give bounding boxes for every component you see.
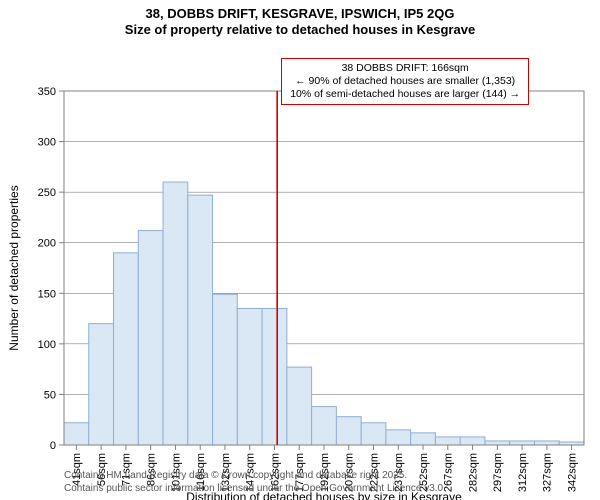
histogram-chart: 05010015020025030035041sqm56sqm71sqm86sq… — [0, 39, 600, 500]
chart-container: 38, DOBBS DRIFT, KESGRAVE, IPSWICH, IP5 … — [0, 0, 600, 500]
bar — [386, 429, 411, 444]
bar — [485, 440, 510, 444]
svg-text:100: 100 — [38, 338, 56, 350]
title-block: 38, DOBBS DRIFT, KESGRAVE, IPSWICH, IP5 … — [0, 0, 600, 39]
bar — [361, 422, 386, 444]
bar — [336, 416, 361, 444]
bar — [213, 294, 238, 445]
marker-callout: 38 DOBBS DRIFT: 166sqm ← 90% of detached… — [281, 58, 529, 105]
bar — [287, 367, 312, 445]
bar — [138, 230, 163, 444]
bar — [262, 308, 287, 445]
callout-line-3: 10% of semi-detached houses are larger (… — [290, 88, 520, 101]
attribution-footer: Contains HM Land Registry data © Crown c… — [64, 470, 584, 495]
svg-text:150: 150 — [38, 288, 56, 300]
footer-line-1: Contains HM Land Registry data © Crown c… — [64, 470, 584, 483]
bar — [188, 195, 213, 445]
bar — [163, 182, 188, 445]
bar — [460, 436, 485, 444]
bar — [237, 308, 262, 445]
footer-line-2: Contains public sector information licen… — [64, 483, 584, 496]
svg-text:250: 250 — [38, 187, 56, 199]
bar — [64, 422, 89, 444]
bar — [510, 440, 535, 444]
bar — [411, 432, 436, 444]
svg-text:0: 0 — [50, 440, 56, 452]
y-axis-label: Number of detached properties — [7, 185, 21, 350]
bar — [435, 436, 460, 444]
svg-text:350: 350 — [38, 86, 56, 98]
title-line-1: 38, DOBBS DRIFT, KESGRAVE, IPSWICH, IP5 … — [0, 6, 600, 22]
svg-text:300: 300 — [38, 136, 56, 148]
bar — [89, 323, 114, 444]
bar — [534, 440, 559, 444]
svg-text:200: 200 — [38, 237, 56, 249]
callout-line-2: ← 90% of detached houses are smaller (1,… — [290, 75, 520, 88]
callout-line-1: 38 DOBBS DRIFT: 166sqm — [290, 62, 520, 75]
bar — [114, 252, 139, 444]
svg-text:50: 50 — [44, 389, 56, 401]
title-line-2: Size of property relative to detached ho… — [0, 22, 600, 38]
bar — [312, 406, 337, 444]
